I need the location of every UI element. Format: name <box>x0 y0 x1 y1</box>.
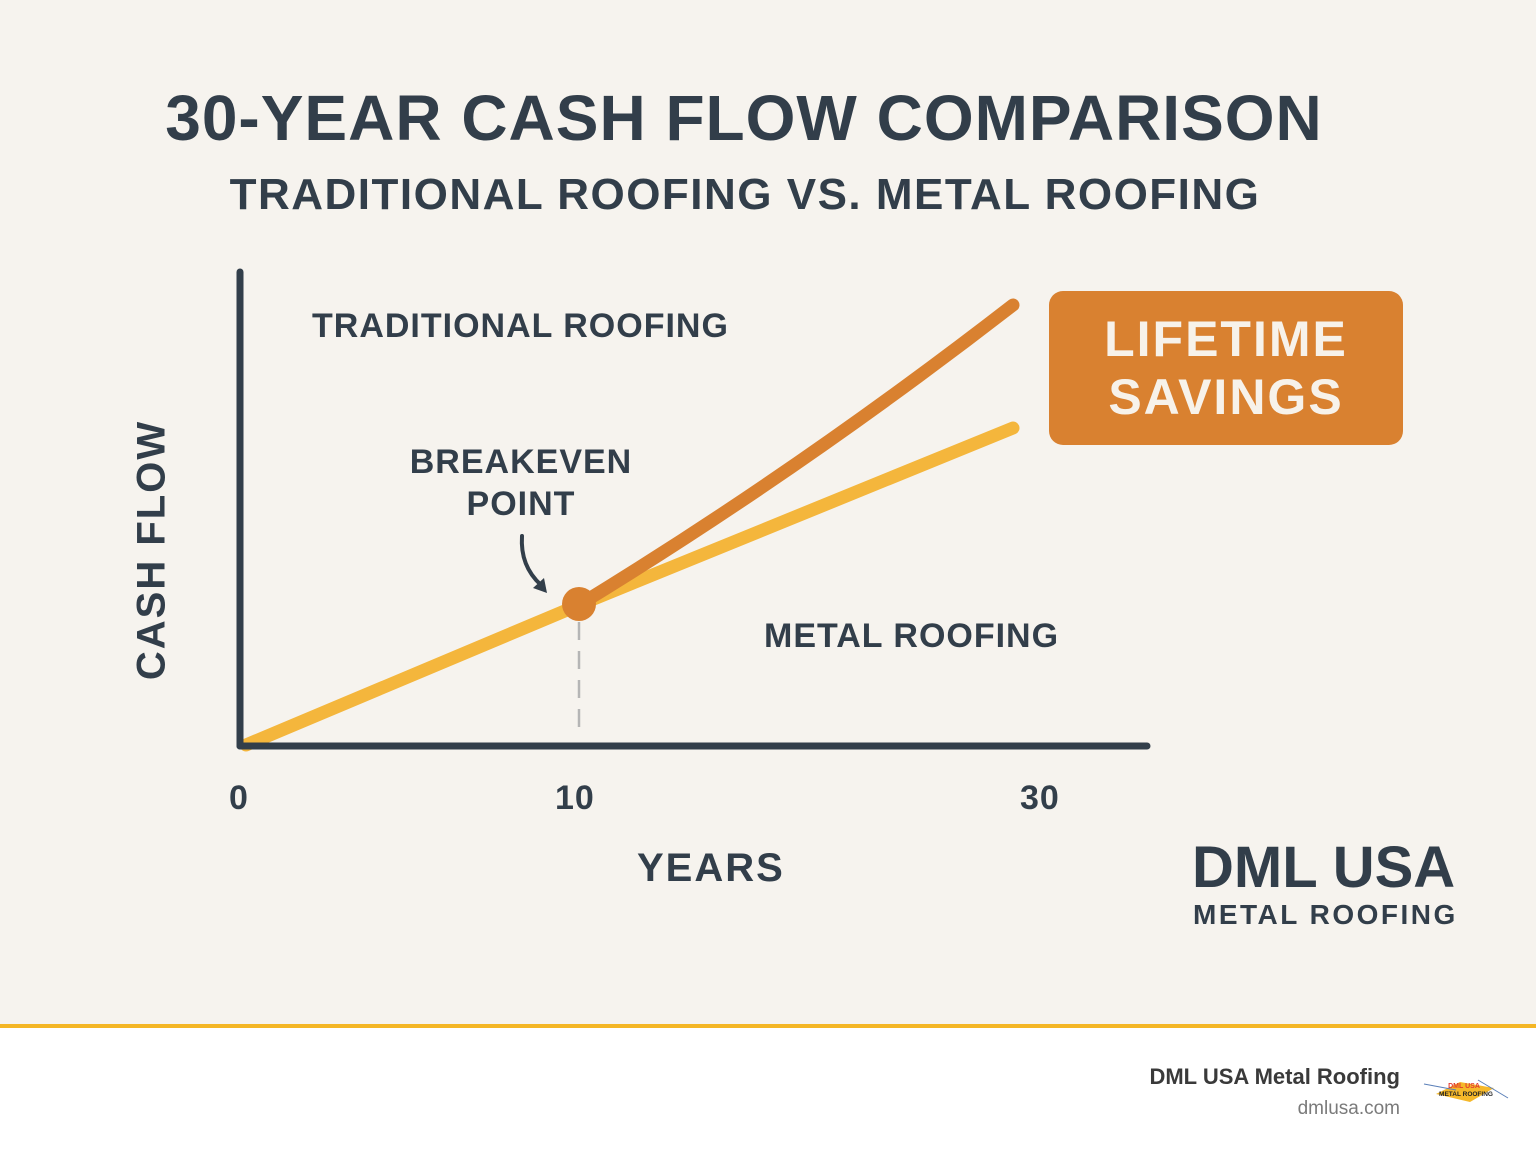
traditional-roofing-label: TRADITIONAL ROOFING <box>312 307 729 345</box>
chart-title: 30-YEAR CASH FLOW COMPARISON <box>165 82 1323 154</box>
breakeven-label: BREAKEVEN POINT <box>391 441 651 525</box>
curved-arrow-icon <box>519 534 547 593</box>
y-axis-label: CASH FLOW <box>129 419 174 681</box>
footer <box>0 1028 1536 1154</box>
chart-subtitle: TRADITIONAL ROOFING VS. METAL ROOFING <box>229 170 1261 219</box>
x-axis-label: YEARS <box>637 846 785 890</box>
svg-text:DML USA: DML USA <box>1448 1083 1480 1090</box>
footer-company-name: DML USA Metal Roofing <box>1149 1064 1400 1089</box>
breakeven-label-line2: POINT <box>466 485 576 523</box>
brand-name: DML USA <box>1192 835 1456 900</box>
x-tick-0: 0 <box>229 779 249 817</box>
svg-text:METAL ROOFING: METAL ROOFING <box>1439 1091 1493 1098</box>
brand-tagline: METAL ROOFING <box>1193 899 1458 930</box>
company-logo-icon: DML USA METAL ROOFING <box>1423 1079 1509 1102</box>
traditional-roofing-line <box>572 298 1020 612</box>
metal-roofing-label: METAL ROOFING <box>764 617 1060 655</box>
footer-url-link[interactable]: dmlusa.com <box>1297 1098 1400 1119</box>
x-tick-10: 10 <box>555 779 595 817</box>
callout-line2: SAVINGS <box>1108 369 1344 425</box>
breakeven-marker <box>562 587 596 621</box>
infographic-canvas <box>0 0 1536 1024</box>
callout-line1: LIFETIME <box>1104 311 1348 367</box>
line-chart <box>236 268 1151 752</box>
footer-divider <box>0 1024 1536 1028</box>
x-tick-30: 30 <box>1020 779 1060 817</box>
breakeven-label-line1: BREAKEVEN <box>409 443 633 481</box>
lifetime-savings-callout: LIFETIME SAVINGS <box>1049 291 1403 445</box>
